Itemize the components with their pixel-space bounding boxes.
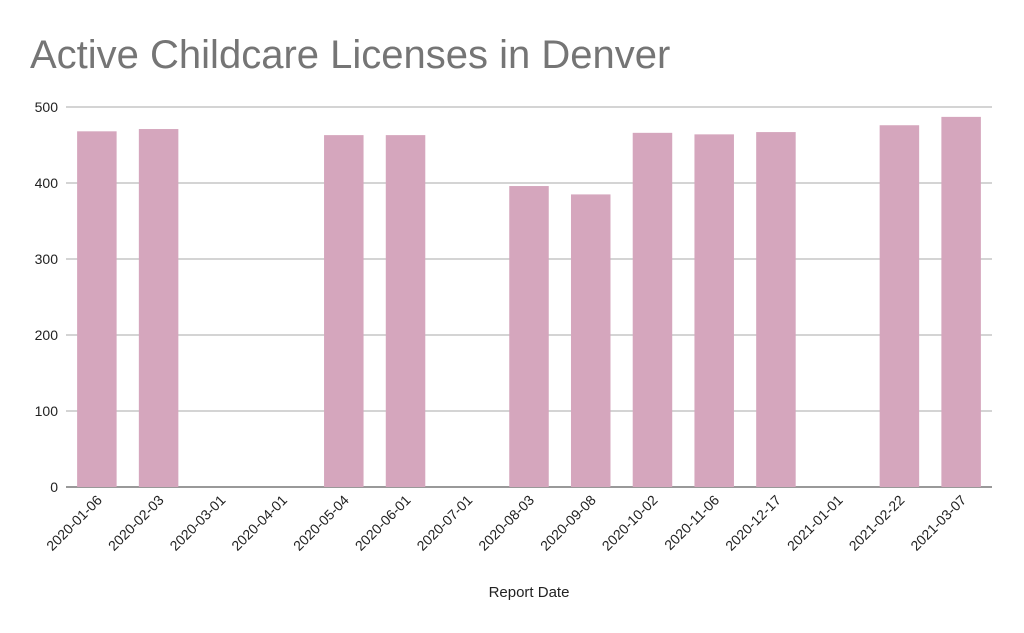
x-tick-label: 2020-02-03	[105, 492, 167, 554]
y-tick-label: 100	[35, 403, 59, 419]
bar	[509, 186, 549, 488]
bar	[941, 116, 981, 487]
bar	[756, 132, 796, 487]
bar	[570, 194, 611, 487]
bar	[324, 135, 364, 487]
x-tick-label: 2020-10-02	[599, 492, 661, 554]
x-tick-label: 2021-03-07	[907, 492, 969, 554]
x-tick-label: 2020-08-03	[475, 492, 537, 554]
x-tick-label: 2020-06-01	[352, 492, 414, 554]
y-tick-label: 0	[50, 479, 58, 495]
x-tick-label: 2021-01-01	[784, 492, 846, 554]
x-tick-label: 2020-01-06	[43, 492, 105, 554]
bar	[77, 131, 117, 487]
x-axis-title: Report Date	[489, 584, 570, 601]
x-tick-label: 2020-11-06	[661, 492, 722, 553]
x-tick-label: 2020-09-08	[537, 492, 599, 554]
x-tick-label: 2021-02-22	[846, 492, 908, 554]
bar	[632, 132, 673, 487]
bar	[879, 125, 920, 488]
x-tick-label: 2020-03-01	[166, 492, 228, 554]
bar	[694, 134, 734, 488]
y-tick-label: 400	[35, 175, 59, 191]
x-tick-label: 2020-05-04	[290, 492, 352, 554]
y-tick-label: 200	[35, 327, 59, 343]
x-tick-label: 2020-04-01	[228, 492, 290, 554]
y-tick-label: 500	[35, 99, 59, 115]
x-tick-label: 2020-12-17	[722, 492, 784, 554]
x-tick-label: 2020-07-01	[413, 492, 475, 554]
bar	[138, 129, 179, 488]
y-tick-label: 300	[35, 251, 59, 267]
chart-title: Active Childcare Licenses in Denver	[30, 33, 670, 77]
bar	[385, 135, 426, 487]
